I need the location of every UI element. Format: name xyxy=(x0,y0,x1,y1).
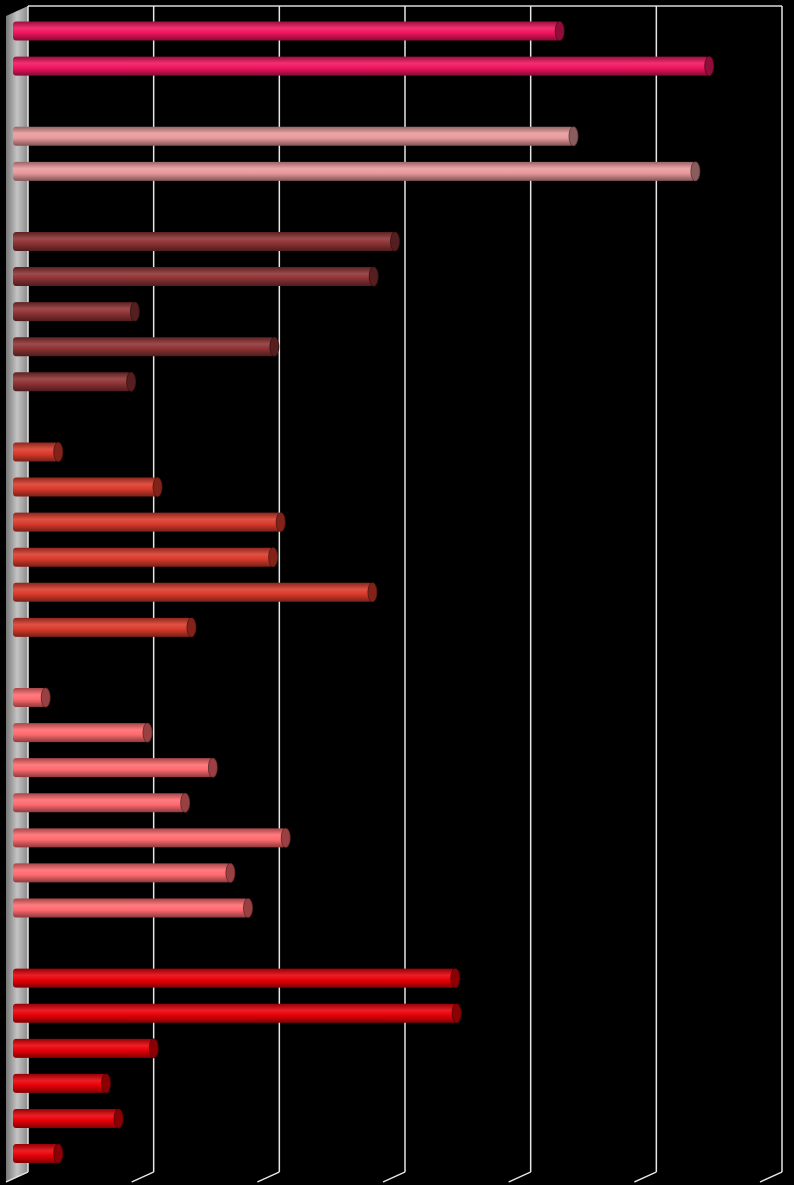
bar xyxy=(13,126,579,147)
bar xyxy=(13,968,461,989)
bar xyxy=(13,21,565,41)
bar xyxy=(13,582,378,603)
bar xyxy=(13,1143,64,1164)
gridline-floor xyxy=(508,1171,531,1183)
bar xyxy=(13,863,236,883)
bar xyxy=(13,442,64,462)
bar xyxy=(13,1108,124,1129)
bar xyxy=(13,827,291,848)
bar xyxy=(13,898,253,918)
gridline-floor xyxy=(759,1171,783,1183)
bar xyxy=(13,56,715,76)
gridline-floor xyxy=(5,1171,29,1183)
gridline-floor xyxy=(131,1171,154,1183)
bar xyxy=(13,617,197,638)
bar xyxy=(13,161,701,182)
bar xyxy=(13,512,286,533)
gridline-floor xyxy=(382,1171,406,1183)
bar xyxy=(13,301,140,322)
bar xyxy=(13,687,51,708)
bar xyxy=(13,722,153,743)
bar xyxy=(13,547,279,568)
bar xyxy=(13,1003,462,1024)
gridline-floor xyxy=(634,1171,657,1183)
bar xyxy=(13,1038,159,1059)
bar xyxy=(13,477,163,497)
bar xyxy=(13,792,191,813)
bar xyxy=(13,336,280,357)
bar xyxy=(13,757,218,778)
bar xyxy=(13,266,379,287)
bar xyxy=(13,371,137,392)
bars xyxy=(13,21,715,1164)
bar xyxy=(13,1073,111,1094)
bar xyxy=(13,231,400,252)
gridline-floor xyxy=(257,1171,280,1183)
